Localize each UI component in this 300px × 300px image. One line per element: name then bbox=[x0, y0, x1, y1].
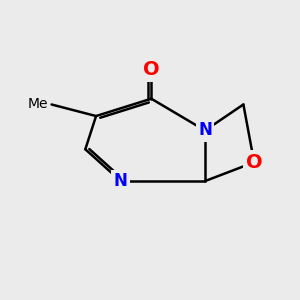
Text: O: O bbox=[143, 60, 160, 79]
Text: N: N bbox=[114, 172, 128, 190]
Text: Me: Me bbox=[28, 98, 48, 112]
Text: N: N bbox=[198, 122, 212, 140]
Text: O: O bbox=[246, 153, 262, 172]
